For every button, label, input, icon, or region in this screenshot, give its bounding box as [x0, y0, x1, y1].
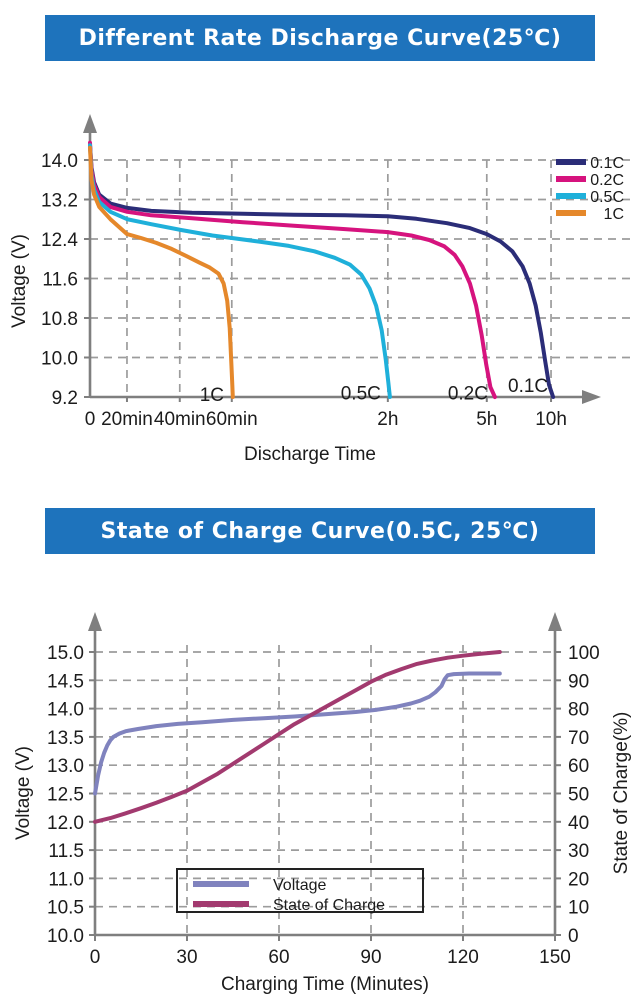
- svg-text:13.0: 13.0: [47, 756, 84, 777]
- discharge-chart: 14.0 13.2 12.4 11.6 10.8 10.0 9.2 0 20min 40min 60…: [41, 114, 630, 430]
- svg-text:30: 30: [568, 841, 589, 862]
- svg-text:13.2: 13.2: [41, 191, 78, 212]
- discharge-grid: [90, 159, 630, 397]
- soc-chart-title-banner: State of Charge Curve(0.5C, 25℃): [45, 508, 595, 554]
- svg-text:30: 30: [176, 947, 197, 968]
- soc-series-voltage: [93, 671, 502, 796]
- discharge-chart-title-banner: Different Rate Discharge Curve(25℃): [45, 15, 595, 61]
- svg-text:90: 90: [360, 947, 381, 968]
- svg-text:10: 10: [568, 898, 589, 919]
- discharge-series-0.5C: [88, 143, 392, 399]
- svg-text:90: 90: [568, 671, 589, 692]
- svg-text:0.1C: 0.1C: [508, 376, 548, 397]
- svg-text:12.4: 12.4: [41, 230, 78, 251]
- soc-grid: [95, 645, 555, 935]
- svg-text:40min: 40min: [154, 409, 206, 430]
- svg-text:10.8: 10.8: [41, 309, 78, 330]
- soc-axes: [88, 612, 562, 941]
- svg-text:11.0: 11.0: [48, 869, 84, 890]
- discharge-x-axis-title: Discharge Time: [244, 444, 376, 465]
- svg-text:5h: 5h: [476, 409, 497, 430]
- svg-text:1C: 1C: [200, 385, 224, 406]
- svg-text:20min: 20min: [101, 409, 153, 430]
- soc-chart-title: State of Charge Curve(0.5C, 25℃): [100, 518, 540, 544]
- discharge-y-axis-title: Voltage (V): [9, 234, 30, 328]
- svg-text:15.0: 15.0: [47, 643, 84, 664]
- discharge-curve-labels: 1C 0.5C 0.2C 0.1C: [200, 376, 548, 406]
- soc-x-axis-title: Charging Time (Minutes): [220, 974, 430, 995]
- svg-text:14.0: 14.0: [41, 151, 78, 172]
- soc-legend: Voltage State of Charge: [176, 868, 424, 914]
- soc-right-axis-title: State of Charge(%): [611, 711, 632, 875]
- svg-text:20: 20: [568, 869, 589, 890]
- discharge-series-1C: [88, 145, 235, 399]
- svg-text:9.2: 9.2: [52, 388, 78, 409]
- svg-text:150: 150: [539, 947, 571, 968]
- soc-tick-labels: 15.0 14.5 14.0 13.5 13.0 12.5 12.0 11.5 11.0 10.5…: [47, 643, 600, 968]
- svg-text:60: 60: [568, 756, 589, 777]
- svg-text:60: 60: [268, 947, 289, 968]
- svg-text:0.5C: 0.5C: [590, 189, 624, 206]
- svg-text:10.5: 10.5: [47, 898, 84, 919]
- svg-text:0: 0: [85, 409, 96, 430]
- discharge-axes: [83, 114, 601, 404]
- svg-text:50: 50: [568, 785, 589, 806]
- svg-text:14.0: 14.0: [47, 700, 84, 721]
- svg-text:0.2C: 0.2C: [448, 383, 488, 404]
- svg-text:Voltage: Voltage: [273, 877, 326, 894]
- svg-text:State of Charge: State of Charge: [273, 897, 385, 914]
- svg-text:2h: 2h: [377, 409, 398, 430]
- svg-text:10h: 10h: [535, 409, 567, 430]
- svg-text:60min: 60min: [206, 409, 258, 430]
- svg-text:0.5C: 0.5C: [341, 383, 381, 404]
- svg-text:13.5: 13.5: [47, 728, 84, 749]
- soc-left-axis-title: Voltage (V): [13, 746, 34, 840]
- discharge-series-0.1C: [88, 143, 556, 399]
- svg-text:10.0: 10.0: [47, 926, 84, 947]
- svg-text:12.0: 12.0: [47, 813, 84, 834]
- soc-chart: 15.0 14.5 14.0 13.5 13.0 12.5 12.0 11.5 11.0 10.5…: [47, 612, 600, 968]
- svg-text:120: 120: [447, 947, 479, 968]
- svg-text:12.5: 12.5: [47, 785, 84, 806]
- discharge-series-0.2C: [88, 140, 497, 399]
- svg-text:0.1C: 0.1C: [590, 155, 624, 172]
- svg-text:80: 80: [568, 700, 589, 721]
- svg-text:0: 0: [90, 947, 101, 968]
- svg-text:11.5: 11.5: [48, 841, 84, 862]
- svg-text:1C: 1C: [604, 206, 624, 223]
- svg-text:0: 0: [568, 926, 579, 947]
- svg-text:40: 40: [568, 813, 589, 834]
- discharge-chart-title: Different Rate Discharge Curve(25℃): [78, 25, 562, 51]
- svg-text:0.2C: 0.2C: [590, 172, 624, 189]
- svg-text:14.5: 14.5: [47, 671, 84, 692]
- svg-text:10.0: 10.0: [41, 349, 78, 370]
- svg-text:70: 70: [568, 728, 589, 749]
- svg-text:11.6: 11.6: [42, 270, 78, 291]
- discharge-tick-labels: 14.0 13.2 12.4 11.6 10.8 10.0 9.2 0 20min 40min 60…: [41, 151, 567, 430]
- svg-text:100: 100: [568, 643, 600, 664]
- soc-series-state-of-charge: [93, 650, 502, 824]
